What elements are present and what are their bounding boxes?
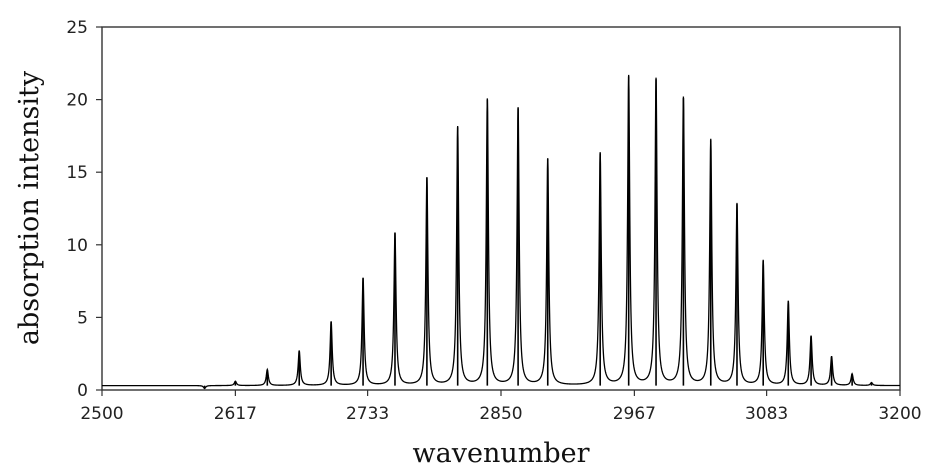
x-tick-label: 3083 [745,404,788,424]
y-tick-label: 5 [77,308,88,328]
y-axis-title: absorption intensity [14,70,45,345]
x-axis-ticks: 2500 2617 2733 2850 2967 3083 3200 [80,390,922,424]
y-tick-label: 20 [66,91,88,111]
x-tick-label: 2967 [613,404,656,424]
x-axis-title: wavenumber [413,438,590,469]
x-tick-label: 2850 [479,404,522,424]
x-tick-label: 2617 [214,404,257,424]
y-tick-label: 0 [77,381,88,401]
x-tick-label: 2500 [80,404,123,424]
y-tick-label: 15 [66,163,88,183]
y-axis-ticks: 0 5 10 15 20 25 [66,18,102,401]
peak-markers [203,76,873,389]
spectrum-line [102,74,900,390]
x-tick-label: 3200 [878,404,921,424]
x-tick-label: 2733 [346,404,389,424]
y-tick-label: 10 [66,236,88,256]
y-tick-label: 25 [66,18,88,38]
plot-frame [101,26,901,391]
